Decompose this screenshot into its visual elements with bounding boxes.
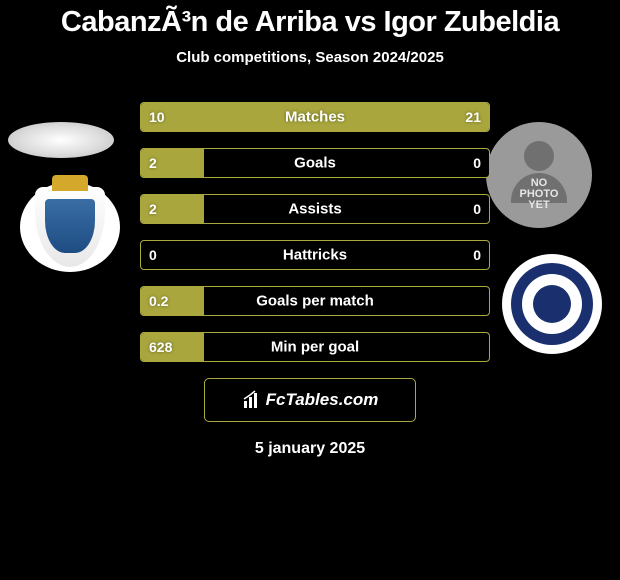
chart-icon xyxy=(242,390,262,410)
subtitle: Club competitions, Season 2024/2025 xyxy=(0,49,620,66)
stat-label: Assists xyxy=(141,201,489,218)
stat-row: 20Assists xyxy=(140,194,490,224)
stat-row: 00Hattricks xyxy=(140,240,490,270)
stat-row: 1021Matches xyxy=(140,102,490,132)
stat-label: Goals per match xyxy=(141,293,489,310)
comparison-card: CabanzÃ³n de Arriba vs Igor Zubeldia Clu… xyxy=(0,0,620,580)
stats-area: 1021Matches 20Goals 20Assists 00Hattricks 0.… xyxy=(0,102,620,362)
stat-label: Hattricks xyxy=(141,247,489,264)
stat-row: 0.2Goals per match xyxy=(140,286,490,316)
date-label: 5 january 2025 xyxy=(0,440,620,458)
page-title: CabanzÃ³n de Arriba vs Igor Zubeldia xyxy=(0,6,620,39)
stat-label: Matches xyxy=(141,109,489,126)
stat-row: 628Min per goal xyxy=(140,332,490,362)
stat-label: Min per goal xyxy=(141,339,489,356)
branding-text: FcTables.com xyxy=(266,390,379,410)
stat-label: Goals xyxy=(141,155,489,172)
branding-badge: FcTables.com xyxy=(204,378,416,422)
stat-row: 20Goals xyxy=(140,148,490,178)
